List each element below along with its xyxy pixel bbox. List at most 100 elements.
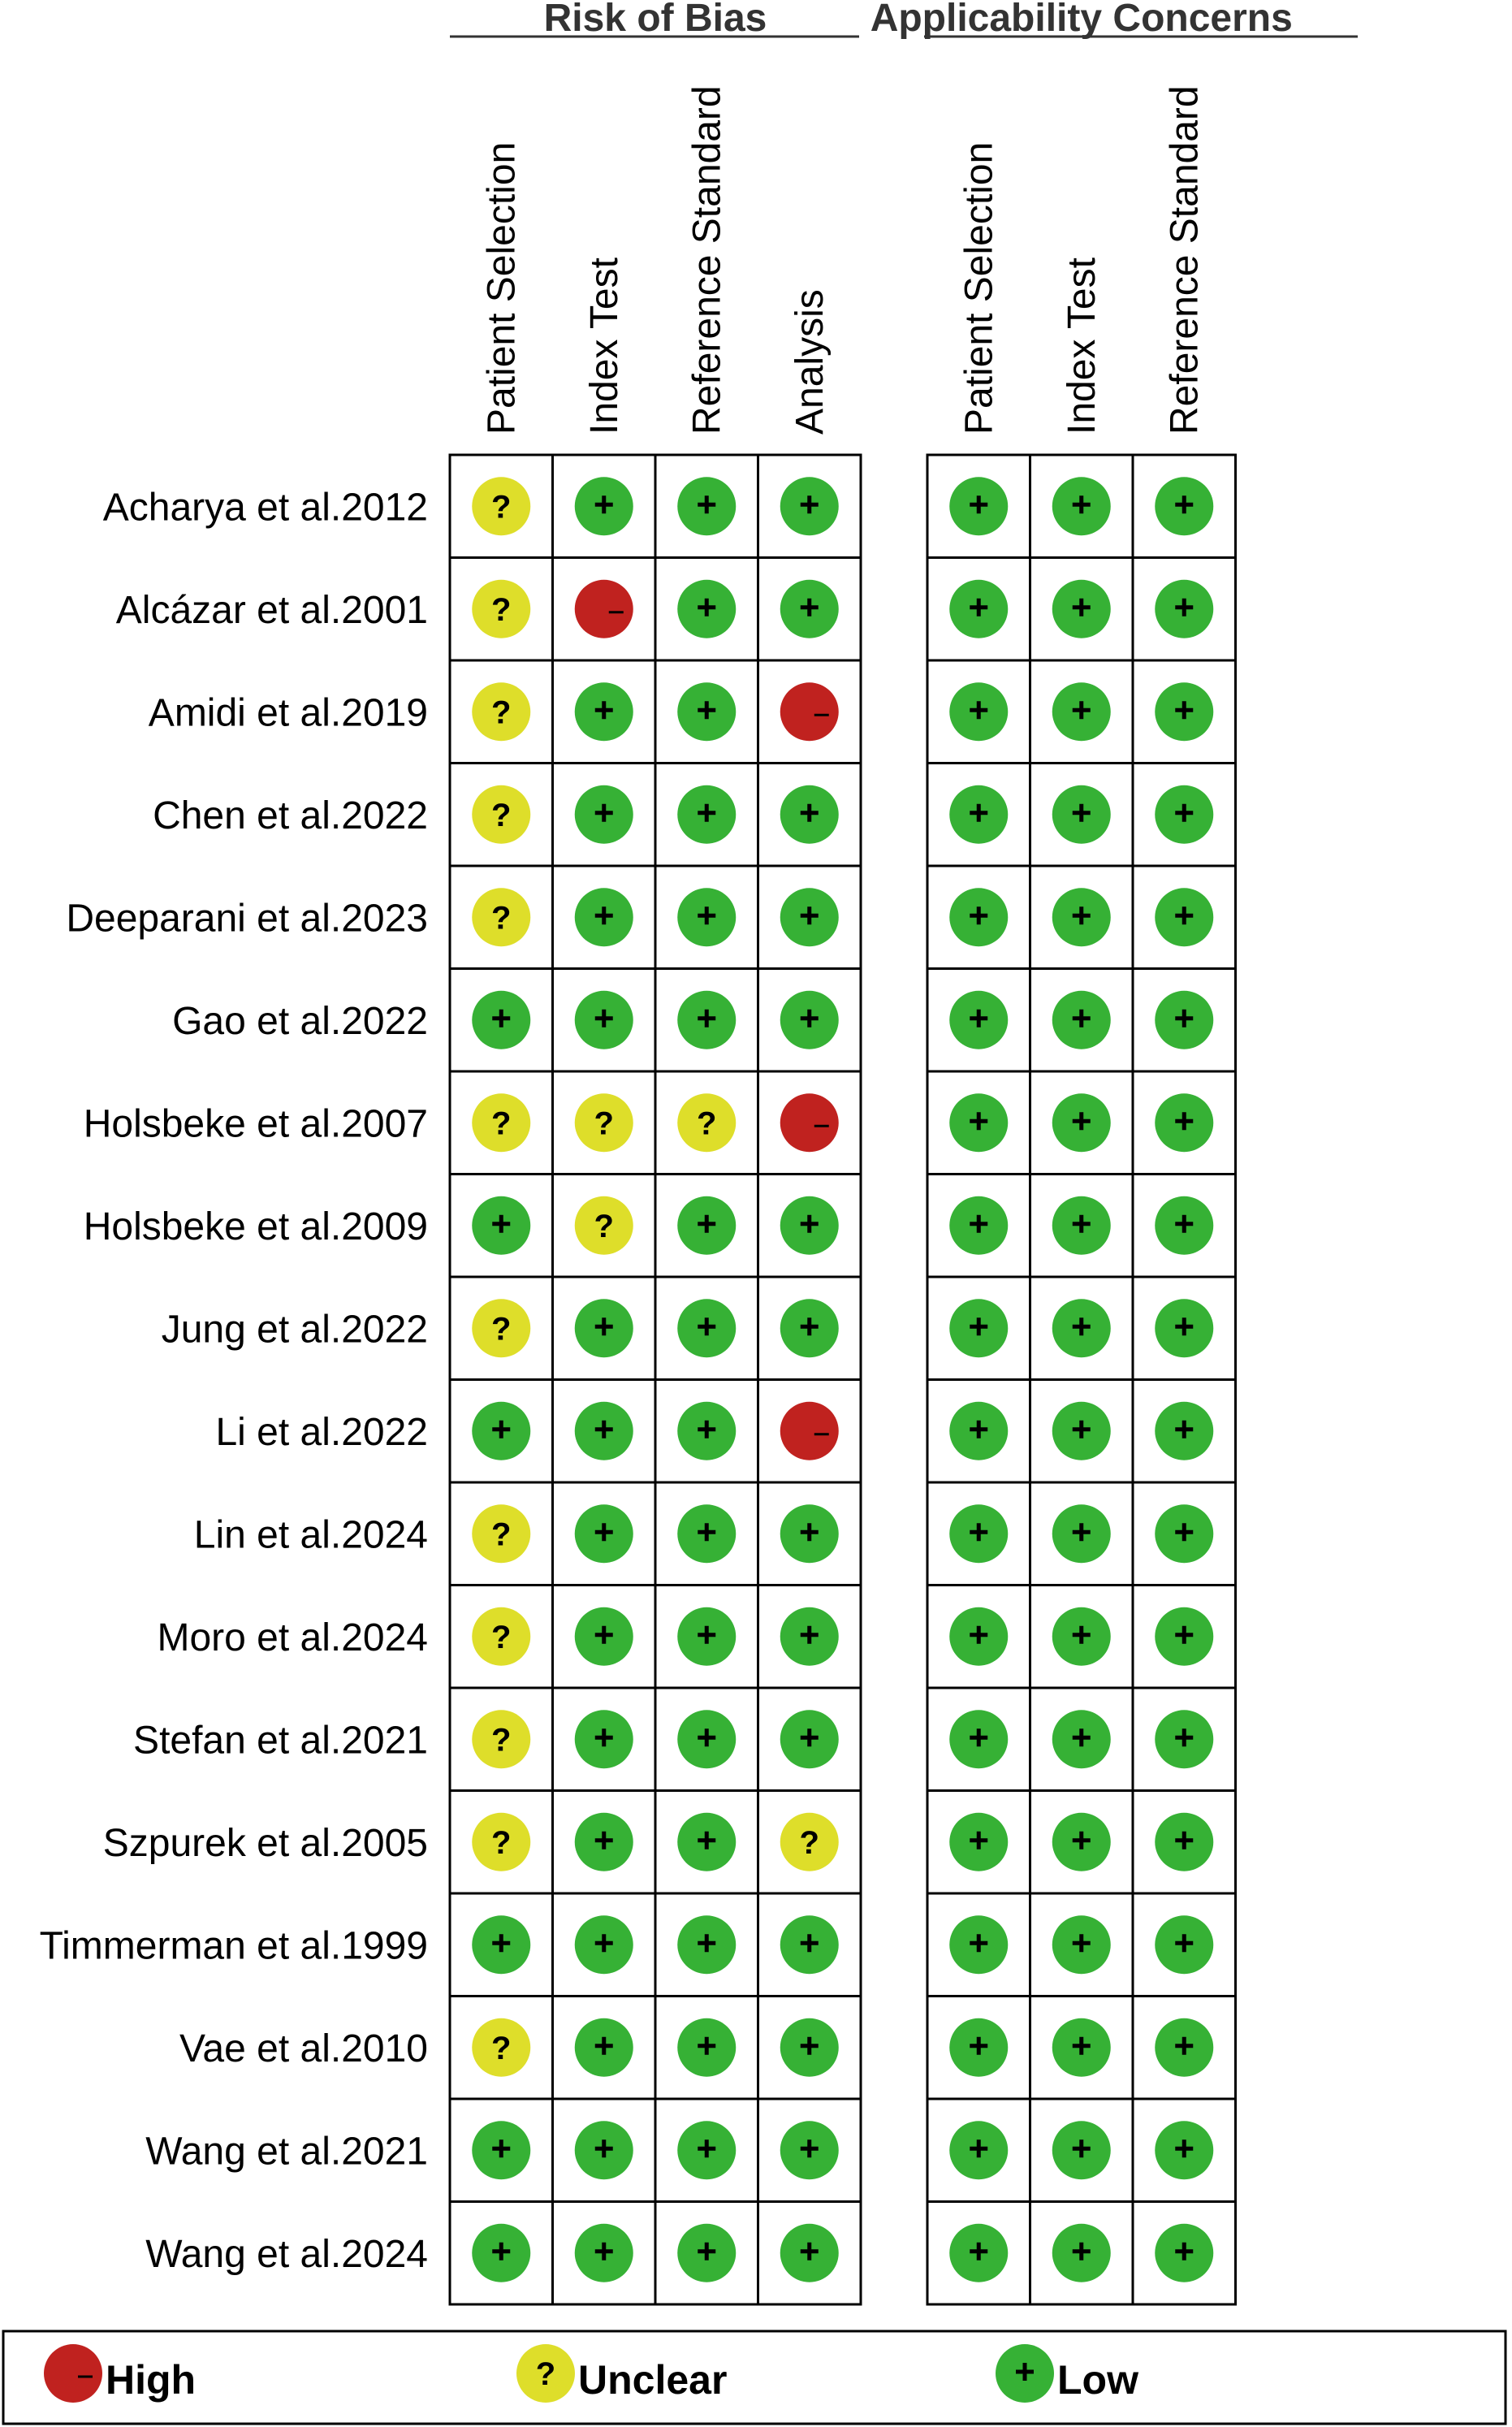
applicability-cell — [1155, 1607, 1214, 1666]
unclear-marker — [472, 888, 531, 947]
unclear-marker — [472, 682, 531, 742]
column-label: Analysis — [788, 289, 832, 435]
rob-cell — [780, 1401, 839, 1460]
study-label: Deeparani et al.2023 — [66, 897, 428, 940]
rob-cell — [677, 579, 737, 638]
rob-cell — [574, 579, 633, 638]
study-label: Stefan et al.2021 — [133, 1719, 428, 1762]
rob-cell — [574, 785, 633, 844]
study-label: Alcázar et al.2001 — [116, 589, 428, 632]
rob-cell: ? — [574, 1196, 633, 1255]
applicability-cell — [1052, 990, 1111, 1049]
rob-cell — [574, 477, 633, 536]
legend-marker — [44, 2344, 102, 2403]
legend-label: High — [106, 2357, 196, 2403]
legend-label: Low — [1057, 2357, 1138, 2403]
applicability-cell — [1155, 2223, 1214, 2282]
question-icon: ? — [491, 592, 511, 628]
question-icon: ? — [491, 1311, 511, 1347]
rob-cell — [780, 477, 839, 536]
rob-cell — [574, 1607, 633, 1666]
rob-cell: ? — [472, 579, 531, 638]
applicability-cell — [1052, 1915, 1111, 1975]
applicability-cell — [1052, 2223, 1111, 2282]
rob-cell — [780, 2018, 839, 2077]
question-icon: ? — [491, 1516, 511, 1552]
rob-cell — [677, 477, 737, 536]
study-label: Gao et al.2022 — [172, 1000, 428, 1043]
rob-cell — [780, 1299, 839, 1358]
applicability-cell — [949, 1504, 1009, 1564]
applicability-cell — [1155, 990, 1214, 1049]
unclear-marker — [472, 579, 531, 638]
applicability-cell — [1052, 1093, 1111, 1153]
rob-cell — [472, 1915, 531, 1975]
question-icon: ? — [800, 1825, 819, 1861]
rob-cell — [780, 1504, 839, 1564]
rob-cell — [574, 990, 633, 1049]
rob-cell — [472, 2223, 531, 2282]
study-label: Holsbeke et al.2009 — [84, 1205, 428, 1248]
study-label: Holsbeke et al.2007 — [84, 1102, 428, 1145]
applicability-cell — [1052, 1401, 1111, 1460]
applicability-cell — [949, 1093, 1009, 1153]
applicability-cell — [1052, 682, 1111, 742]
high-marker — [780, 682, 839, 742]
question-icon: ? — [697, 1105, 716, 1141]
applicability-cell — [1052, 1710, 1111, 1769]
rob-cell: ? — [472, 1093, 531, 1153]
legend-label: Unclear — [578, 2357, 727, 2403]
rob-cell — [780, 579, 839, 638]
applicability-cell — [949, 1812, 1009, 1871]
rob-cell — [780, 1093, 839, 1153]
applicability-cell — [1155, 1093, 1214, 1153]
applicability-cell — [949, 2223, 1009, 2282]
applicability-cell — [1052, 1607, 1111, 1666]
rob-cell — [677, 1299, 737, 1358]
study-label: Moro et al.2024 — [157, 1616, 428, 1659]
column-label: Reference Standard — [685, 85, 728, 435]
rob-cell — [574, 1504, 633, 1564]
rob-cell: ? — [472, 682, 531, 742]
question-icon: ? — [491, 489, 511, 525]
question-icon: ? — [594, 1105, 614, 1141]
rob-cell — [677, 785, 737, 844]
group-title: Applicability Concerns — [870, 0, 1293, 40]
applicability-cell — [1155, 579, 1214, 638]
high-marker — [780, 1401, 839, 1460]
applicability-cell — [949, 888, 1009, 947]
rob-cell — [780, 888, 839, 947]
high-marker — [44, 2344, 102, 2403]
rob-cell — [677, 2223, 737, 2282]
rob-cell — [574, 888, 633, 947]
applicability-cell — [949, 785, 1009, 844]
rob-cell: ? — [472, 2018, 531, 2077]
column-label: Reference Standard — [1163, 85, 1206, 435]
rob-cell — [472, 1196, 531, 1255]
rob-cell — [677, 1915, 737, 1975]
high-marker — [780, 1093, 839, 1153]
unclear-marker — [472, 1607, 531, 1666]
column-label: Patient Selection — [957, 142, 1000, 435]
rob-cell — [677, 1812, 737, 1871]
rob-cell — [780, 2121, 839, 2180]
applicability-cell — [1155, 1299, 1214, 1358]
applicability-cell — [1052, 1196, 1111, 1255]
question-icon: ? — [491, 1722, 511, 1758]
unclear-marker — [472, 1812, 531, 1871]
applicability-cell — [1155, 1915, 1214, 1975]
applicability-cell — [1155, 1710, 1214, 1769]
unclear-marker — [472, 1710, 531, 1769]
rob-cell — [677, 2121, 737, 2180]
rob-cell — [780, 785, 839, 844]
applicability-cell — [1052, 1812, 1111, 1871]
unclear-marker — [780, 1812, 839, 1871]
rob-cell — [780, 1196, 839, 1255]
question-icon: ? — [491, 798, 511, 833]
applicability-cell — [1052, 785, 1111, 844]
rob-cell — [677, 1504, 737, 1564]
legend: High? Unclear Low — [2, 2330, 1507, 2425]
study-label: Wang et al.2021 — [145, 2130, 428, 2173]
group-title: Risk of Bias — [544, 0, 767, 40]
rob-cell — [574, 2121, 633, 2180]
